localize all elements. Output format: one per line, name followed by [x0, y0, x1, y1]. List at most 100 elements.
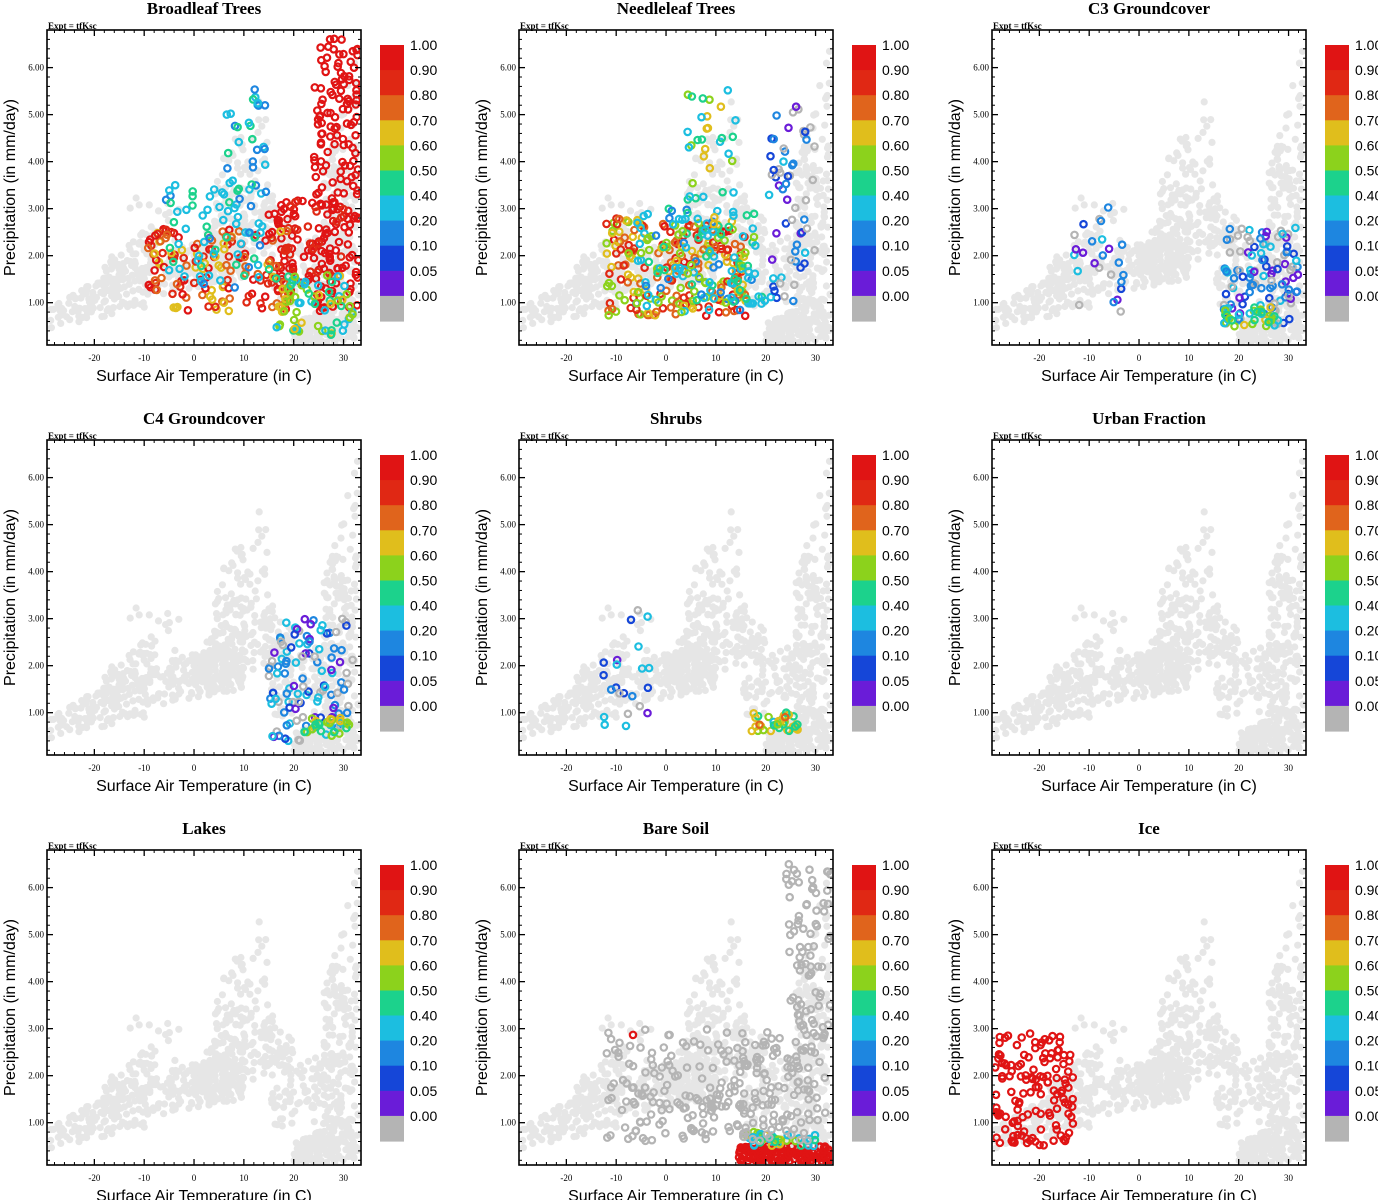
missing-point: [823, 102, 831, 110]
missing-point: [254, 128, 262, 136]
scatter-points: [48, 457, 360, 754]
missing-point: [136, 238, 144, 246]
missing-point: [1041, 304, 1049, 312]
missing-point: [709, 133, 717, 142]
fraction-point: [697, 135, 707, 144]
missing-point: [1276, 132, 1284, 140]
missing-point: [271, 204, 279, 212]
missing-point: [139, 299, 147, 307]
colorbar-box: [1325, 295, 1349, 322]
missing-point: [1020, 312, 1028, 320]
fraction-point: [181, 224, 191, 234]
missing-point: [1148, 228, 1156, 236]
fraction-point: [766, 292, 776, 302]
missing-point: [102, 267, 110, 275]
missing-point: [1298, 326, 1305, 334]
missing-point: [804, 299, 812, 307]
missing-point: [1132, 279, 1141, 287]
fraction-point: [325, 34, 335, 44]
fraction-point: [652, 272, 662, 282]
fraction-point: [150, 266, 159, 275]
fraction-point: [323, 42, 333, 52]
fraction-point: [169, 217, 179, 227]
fraction-point: [728, 132, 738, 142]
colorbar-box: [852, 170, 876, 197]
fraction-point: [209, 185, 219, 194]
missing-point: [1063, 298, 1071, 306]
missing-point: [770, 335, 778, 343]
missing-point: [103, 684, 111, 693]
fraction-point: [219, 215, 228, 225]
fraction-point: [781, 219, 791, 228]
fraction-point: [225, 294, 235, 303]
missing-point: [1269, 184, 1277, 192]
fraction-point: [232, 260, 241, 270]
colorbar-box: [852, 120, 876, 146]
fraction-point: [339, 189, 349, 198]
fraction-point: [643, 209, 653, 219]
missing-point: [258, 122, 266, 130]
missing-point: [1174, 151, 1182, 159]
colorbar-label: 0.90: [882, 62, 909, 78]
missing-point: [783, 234, 792, 242]
fraction-point: [644, 257, 654, 267]
x-tick-label: 10: [1184, 353, 1194, 363]
fraction-point: [289, 315, 299, 325]
fraction-point: [283, 214, 292, 224]
fraction-point: [1243, 232, 1252, 242]
missing-point: [690, 171, 699, 179]
missing-point: [1184, 146, 1192, 154]
missing-point: [822, 59, 831, 67]
colorbar-box: [380, 195, 404, 222]
missing-point: [820, 251, 828, 259]
missing-point: [112, 698, 121, 706]
fraction-point: [800, 248, 810, 258]
fraction-point: [704, 302, 714, 311]
fraction-point: [348, 309, 357, 319]
fraction-point: [340, 281, 349, 291]
fraction-point: [735, 285, 745, 295]
fraction-point: [633, 287, 643, 297]
x-tick-label: -20: [1033, 353, 1045, 363]
missing-point: [1180, 259, 1188, 267]
colorbar-label: 0.50: [410, 163, 437, 179]
fraction-point: [716, 102, 726, 112]
missing-point: [108, 663, 116, 671]
missing-point: [234, 159, 242, 167]
missing-point: [1298, 79, 1305, 87]
missing-point: [1293, 203, 1301, 211]
fraction-point: [748, 299, 758, 308]
fraction-point: [340, 161, 350, 170]
fraction-point: [183, 305, 193, 315]
fraction-point: [721, 307, 731, 317]
missing-point: [1191, 170, 1199, 178]
fraction-point: [274, 302, 284, 311]
missing-point: [822, 170, 831, 178]
fraction-point: [272, 322, 282, 332]
missing-point: [809, 283, 818, 292]
missing-point: [814, 311, 822, 320]
fraction-point: [616, 275, 626, 284]
fraction-point: [224, 306, 234, 316]
fraction-point: [792, 240, 802, 250]
fraction-point: [223, 164, 232, 173]
fraction-point: [354, 255, 360, 265]
colorbar-label: 0.20: [1355, 213, 1378, 229]
missing-point: [129, 660, 137, 668]
missing-point: [723, 177, 731, 185]
colorbar-label: 0.10: [410, 238, 437, 254]
missing-point: [92, 282, 100, 290]
fraction-point: [245, 185, 254, 194]
fraction-point: [223, 206, 233, 216]
fraction-point: [708, 227, 718, 237]
colorbar: 1.000.900.800.700.600.500.400.200.100.05…: [1325, 37, 1378, 322]
missing-point: [798, 283, 806, 291]
missing-point: [135, 201, 143, 209]
fraction-point: [1234, 310, 1244, 319]
missing-point: [590, 298, 599, 306]
missing-point: [1282, 124, 1290, 132]
fraction-point: [1079, 219, 1088, 229]
missing-point: [580, 253, 588, 261]
missing-point: [716, 158, 724, 166]
